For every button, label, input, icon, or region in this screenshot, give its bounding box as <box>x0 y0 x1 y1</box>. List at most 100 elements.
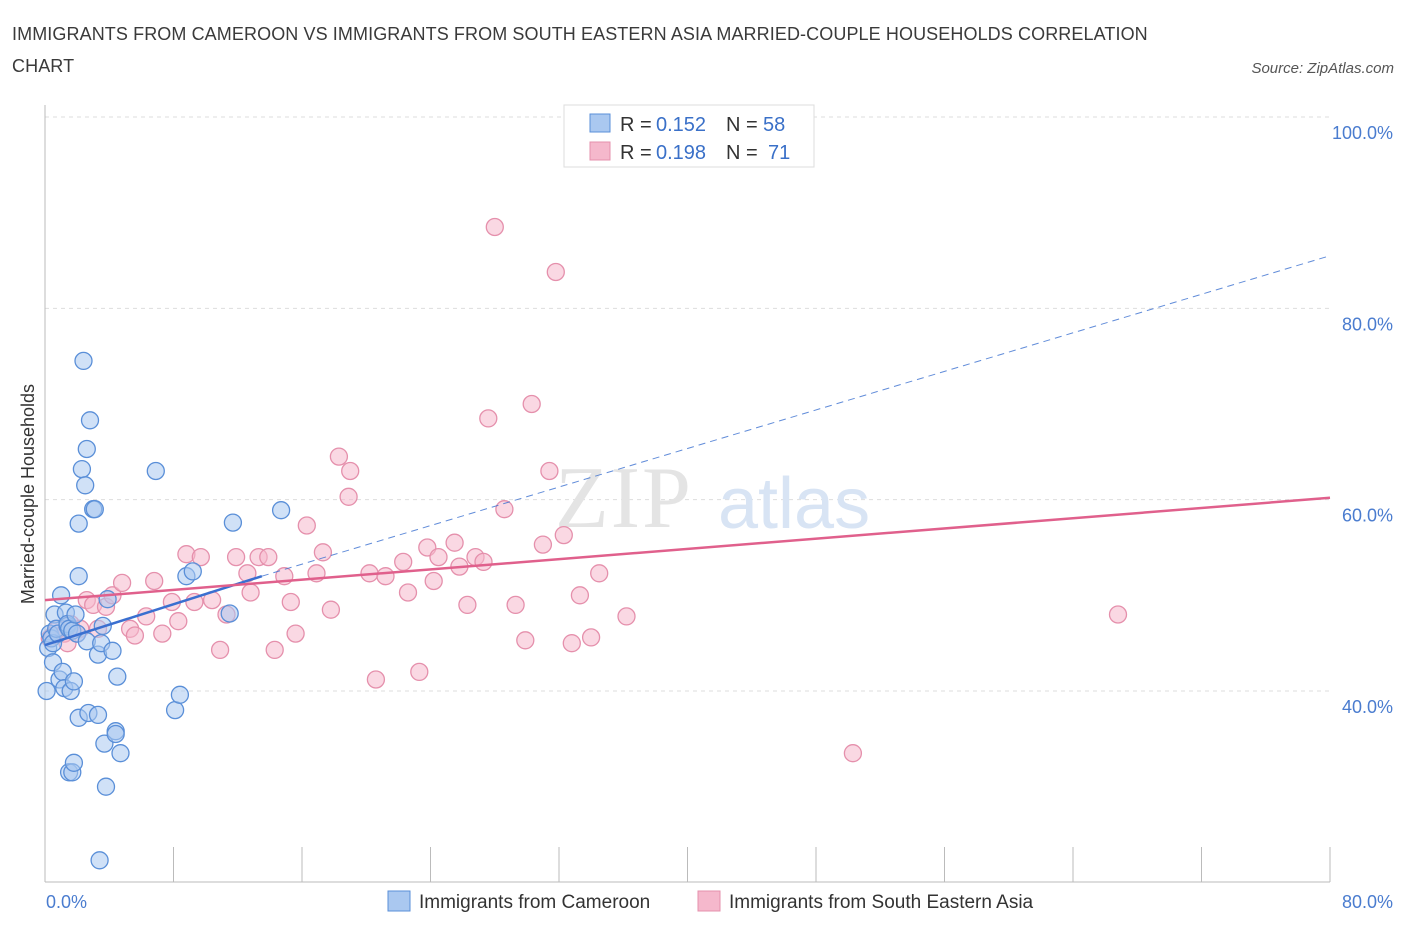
sea-point-32 <box>265 640 284 660</box>
sea-point-72 <box>843 744 863 763</box>
x-tick-labels: 0.0% 80.0% <box>46 892 1393 912</box>
sea-point-13 <box>112 573 132 593</box>
sea-point-47 <box>398 583 418 602</box>
sea-point-38 <box>313 543 333 562</box>
sea-point-63 <box>533 535 553 554</box>
legend-r-label-sea: R = <box>620 142 657 164</box>
sea-point-50 <box>424 571 443 591</box>
x-tick-label-0: 0.0% <box>46 892 87 912</box>
watermark-atlas: atlas <box>718 464 870 544</box>
cameroon-point-34 <box>80 411 100 430</box>
cameroon-point-31 <box>77 439 96 459</box>
y-tick-label-1: 80.0% <box>1342 314 1393 334</box>
sea-point-45 <box>376 567 395 586</box>
sea-point-60 <box>506 595 525 615</box>
sea-point-35 <box>286 624 305 643</box>
cameroon-point-26 <box>69 567 88 586</box>
sea-point-29 <box>241 583 260 602</box>
sea-point-25 <box>210 640 230 660</box>
cameroon-point-48 <box>108 667 127 686</box>
cameroon-point-28 <box>72 459 92 479</box>
chart-title: IMMIGRANTS FROM CAMEROON VS IMMIGRANTS F… <box>12 24 1148 76</box>
cameroon-point-23 <box>66 605 85 624</box>
cameroon-point-38 <box>88 705 108 725</box>
legend-r-label-cameroon: R = <box>620 114 657 136</box>
cameroon-point-29 <box>74 351 93 371</box>
bottom-legend: Immigrants from Cameroon Immigrants from… <box>387 890 1034 913</box>
sea-point-36 <box>297 516 316 535</box>
legend-swatch-sea <box>589 141 611 161</box>
legend-r-value-sea: 0.198 <box>656 142 706 164</box>
series-cameroon-points <box>37 351 291 870</box>
sea-point-34 <box>281 592 300 612</box>
sea-point-71 <box>617 607 636 626</box>
y-tick-label-3: 40.0% <box>1342 697 1393 717</box>
sea-point-20 <box>169 612 188 631</box>
sea-point-69 <box>581 628 601 647</box>
sea-point-48 <box>410 662 429 682</box>
x-ticks <box>44 847 1331 882</box>
cameroon-point-49 <box>111 744 130 763</box>
x-tick-label-1: 80.0% <box>1342 892 1393 912</box>
cameroon-point-39 <box>90 851 109 870</box>
sea-point-23 <box>191 547 210 567</box>
bottom-legend-swatch-cameroon <box>387 890 411 912</box>
cameroon-point-25 <box>69 514 88 533</box>
watermark: ZIP atlas <box>555 450 870 547</box>
cameroon-point-50 <box>146 461 165 481</box>
legend-r-value-cameroon: 0.152 <box>656 114 706 136</box>
y-tick-label-0: 100.0% <box>1332 123 1393 143</box>
cameroon-point-44 <box>98 590 117 609</box>
cameroon-point-45 <box>103 641 122 660</box>
cameroon-point-55 <box>223 513 243 532</box>
cameroon-point-10 <box>51 586 71 605</box>
cameroon-point-54 <box>220 604 239 623</box>
sea-point-65 <box>546 262 565 282</box>
cameroon-point-0 <box>37 681 56 701</box>
sea-point-61 <box>516 631 535 650</box>
bottom-legend-label-cameroon: Immigrants from Cameroon <box>419 892 650 913</box>
bottom-legend-label-sea: Immigrants from South Eastern Asia <box>729 892 1034 913</box>
y-tick-label-2: 60.0% <box>1342 506 1393 526</box>
legend-n-label-cameroon: N = <box>726 114 763 136</box>
sea-point-27 <box>226 547 246 567</box>
cameroon-point-36 <box>85 500 104 519</box>
sea-point-31 <box>259 547 278 567</box>
cameroon-trend-line <box>44 575 263 647</box>
sea-point-64 <box>540 461 559 481</box>
watermark-zip: ZIP <box>555 450 693 547</box>
cameroon-point-43 <box>96 777 116 796</box>
cameroon-point-21 <box>64 672 84 691</box>
sea-point-54 <box>458 595 477 615</box>
trend-lines <box>44 255 1331 647</box>
cameroon-point-56 <box>271 501 291 520</box>
sea-point-17 <box>145 571 164 591</box>
cameroon-trend-extension <box>261 255 1331 577</box>
sea-point-18 <box>153 624 172 643</box>
sea-trend-line <box>44 496 1331 602</box>
bottom-legend-swatch-sea <box>697 890 721 912</box>
cameroon-point-57 <box>183 562 202 581</box>
sea-point-56 <box>474 552 493 572</box>
y-axis-label: Married-couple Households <box>18 384 38 604</box>
y-tick-labels: 100.0% 80.0% 60.0% 40.0% <box>1332 123 1393 717</box>
sea-point-42 <box>341 461 360 481</box>
sea-point-58 <box>485 217 504 237</box>
legend: R = 0.152 N = 58 R = 0.198 N = 71 <box>563 104 815 168</box>
sea-point-66 <box>554 525 573 545</box>
legend-n-label-sea: N = <box>726 142 763 164</box>
legend-n-value-sea: 71 <box>768 142 790 164</box>
sea-point-15 <box>125 626 145 645</box>
cameroon-point-51 <box>165 700 185 720</box>
sea-point-52 <box>445 533 464 552</box>
cameroon-point-22 <box>64 753 84 772</box>
sea-point-68 <box>570 586 590 605</box>
sea-point-44 <box>366 670 386 689</box>
sea-point-59 <box>495 500 514 519</box>
legend-n-value-cameroon: 58 <box>763 114 785 136</box>
sea-point-57 <box>479 409 498 428</box>
sea-point-40 <box>329 447 349 466</box>
sea-point-73 <box>1108 605 1128 624</box>
sea-point-62 <box>522 394 541 414</box>
